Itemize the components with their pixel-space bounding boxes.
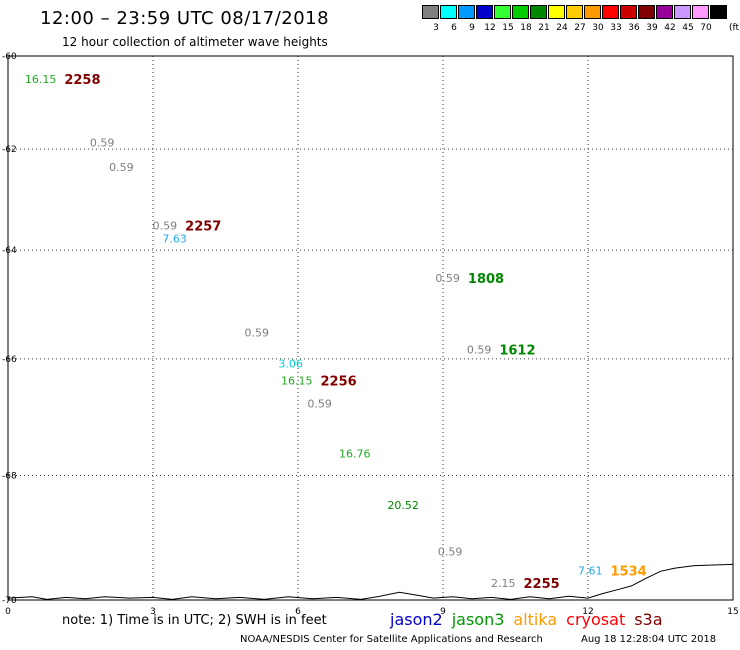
legend-swatch <box>512 5 529 19</box>
wave-height-value: 0.59 <box>153 219 178 232</box>
pass-time-label: 2257 <box>185 219 221 234</box>
legend-label: 45 <box>682 23 694 33</box>
generation-timestamp: Aug 18 12:28:04 UTC 2018 <box>581 634 717 645</box>
wave-height-value: 0.59 <box>90 137 115 150</box>
satellite-name: altika <box>513 610 558 629</box>
map-title: 12:00 – 23:59 UTC 08/17/2018 <box>40 8 330 29</box>
legend-label: 42 <box>664 23 676 33</box>
latitude-tick-label: -70 <box>2 596 17 606</box>
legend-swatch <box>458 5 475 19</box>
wave-height-value: 0.59 <box>245 327 270 340</box>
legend-swatch <box>422 5 439 19</box>
legend-label: 21 <box>538 23 550 33</box>
legend-swatch <box>530 5 547 19</box>
wave-height-value: 0.59 <box>109 161 134 174</box>
legend-label: 24 <box>556 23 568 33</box>
legend-swatch <box>440 5 457 19</box>
pass-time-label: 1808 <box>468 272 504 287</box>
satellite-name: cryosat <box>566 610 626 629</box>
latitude-tick-label: -66 <box>2 355 17 365</box>
wave-height-value: 7.61 <box>578 564 603 577</box>
legend-label: 36 <box>628 23 640 33</box>
legend-label: 12 <box>484 23 496 33</box>
wave-height-value: 16.15 <box>25 73 57 86</box>
longitude-tick-label: 9 <box>440 607 446 617</box>
legend-swatch <box>692 5 709 19</box>
longitude-tick-label: 0 <box>5 607 11 617</box>
legend-swatch <box>656 5 673 19</box>
satellite-name: jason2 <box>390 610 443 629</box>
wave-height-value: 0.59 <box>435 272 460 285</box>
pass-time-label: 2258 <box>64 73 100 88</box>
latitude-tick-label: -68 <box>2 472 17 482</box>
satellite-name: s3a <box>634 610 663 629</box>
wave-height-value: 0.59 <box>467 343 492 356</box>
legend-label: 39 <box>646 23 658 33</box>
latitude-tick-label: -62 <box>2 145 17 155</box>
legend-swatch <box>638 5 655 19</box>
map-frame <box>7 55 734 601</box>
legend-swatch <box>674 5 691 19</box>
wave-height-value: 0.59 <box>438 546 463 559</box>
legend-swatch <box>602 5 619 19</box>
wave-height-value: 0.59 <box>307 398 332 411</box>
pass-time-label: 2255 <box>524 577 560 592</box>
satellite-name: jason3 <box>451 610 505 629</box>
longitude-tick-label: 3 <box>150 607 156 617</box>
legend-label: 15 <box>502 23 514 33</box>
legend-label: 6 <box>451 23 457 33</box>
legend-label: 18 <box>520 23 532 33</box>
legend-swatch <box>494 5 511 19</box>
wave-height-value: 2.15 <box>491 577 516 590</box>
antarctic-coastline <box>7 563 734 600</box>
legend-label: 3 <box>433 23 439 33</box>
legend-label: 70 <box>700 23 712 33</box>
legend-swatch <box>476 5 493 19</box>
pass-time-label: 2256 <box>321 374 357 389</box>
legend-unit: (ft) <box>729 23 740 33</box>
wave-height-value: 20.52 <box>387 499 419 512</box>
wave-height-value: 3.06 <box>278 357 303 370</box>
legend-label: 9 <box>469 23 475 33</box>
pass-time-label: 1534 <box>611 564 647 579</box>
longitude-tick-label: 15 <box>727 607 738 617</box>
satellite-legend: jason2 jason3 altika cryosat s3a <box>390 610 672 629</box>
wave-height-value: 16.76 <box>339 448 371 461</box>
pass-time-label: 1612 <box>499 343 535 358</box>
legend-swatch <box>710 5 727 19</box>
map-subtitle: 12 hour collection of altimeter wave hei… <box>62 35 328 49</box>
wave-height-value: 16.15 <box>281 374 313 387</box>
legend-swatch <box>584 5 601 19</box>
wave-height-value: 7.63 <box>162 232 187 245</box>
legend-label: 27 <box>574 23 586 33</box>
latitude-tick-label: -64 <box>2 246 17 256</box>
longitude-tick-label: 12 <box>582 607 593 617</box>
legend-label: 33 <box>610 23 622 33</box>
footer-note: note: 1) Time is in UTC; 2) SWH is in fe… <box>62 613 327 628</box>
legend-label: 30 <box>592 23 604 33</box>
credit-text: NOAA/NESDIS Center for Satellite Applica… <box>240 634 543 645</box>
legend-swatch <box>566 5 583 19</box>
legend-swatch <box>620 5 637 19</box>
longitude-tick-label: 6 <box>295 607 301 617</box>
legend-swatch <box>548 5 565 19</box>
latitude-tick-label: -60 <box>2 52 17 62</box>
